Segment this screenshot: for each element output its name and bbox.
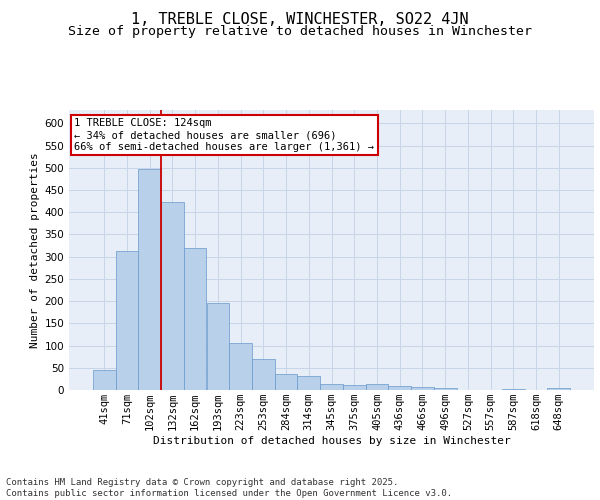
- Bar: [502, 388, 524, 390]
- Bar: [547, 388, 570, 390]
- Bar: [275, 374, 298, 390]
- Bar: [320, 384, 343, 390]
- Bar: [343, 384, 365, 390]
- Text: 1 TREBLE CLOSE: 124sqm
← 34% of detached houses are smaller (696)
66% of semi-de: 1 TREBLE CLOSE: 124sqm ← 34% of detached…: [74, 118, 374, 152]
- Y-axis label: Number of detached properties: Number of detached properties: [30, 152, 40, 348]
- Bar: [365, 384, 388, 390]
- Bar: [93, 370, 116, 390]
- Bar: [229, 344, 252, 390]
- Bar: [411, 388, 434, 390]
- Bar: [434, 388, 457, 390]
- Bar: [206, 304, 229, 390]
- Bar: [116, 251, 139, 390]
- Bar: [139, 168, 161, 390]
- Bar: [388, 386, 411, 390]
- X-axis label: Distribution of detached houses by size in Winchester: Distribution of detached houses by size …: [152, 436, 511, 446]
- Bar: [252, 359, 275, 390]
- Bar: [298, 376, 320, 390]
- Text: 1, TREBLE CLOSE, WINCHESTER, SO22 4JN: 1, TREBLE CLOSE, WINCHESTER, SO22 4JN: [131, 12, 469, 28]
- Text: Contains HM Land Registry data © Crown copyright and database right 2025.
Contai: Contains HM Land Registry data © Crown c…: [6, 478, 452, 498]
- Bar: [161, 202, 184, 390]
- Bar: [184, 248, 206, 390]
- Text: Size of property relative to detached houses in Winchester: Size of property relative to detached ho…: [68, 25, 532, 38]
